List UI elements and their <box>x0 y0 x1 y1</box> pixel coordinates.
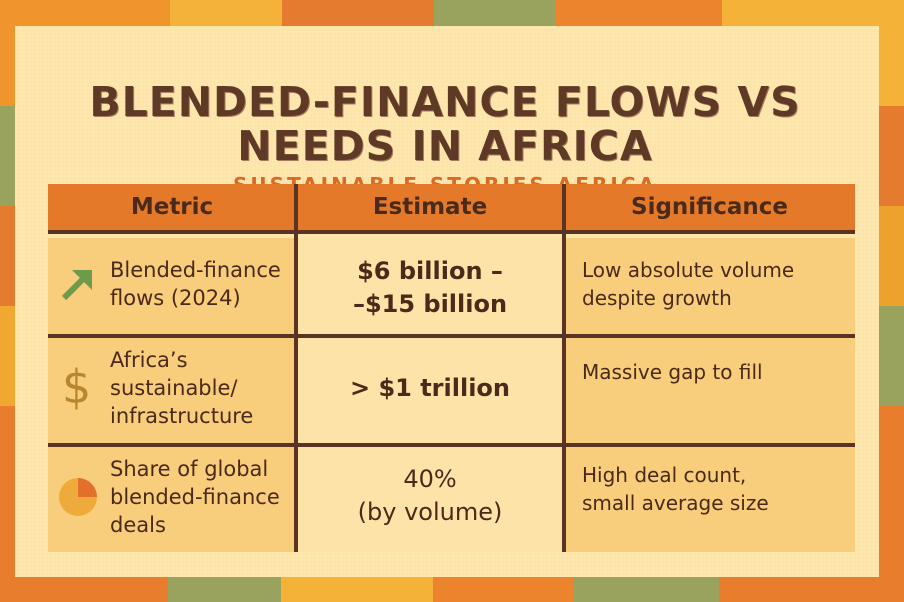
header-metric: Metric <box>48 184 296 234</box>
table-row-3-estimate: 40% (by volume) <box>296 447 564 552</box>
row-divider <box>48 443 855 447</box>
column-divider <box>294 184 298 552</box>
border-tile <box>433 577 573 602</box>
estimate-line: –$15 billion <box>352 290 508 318</box>
metric-line: flows (2024) <box>110 286 241 310</box>
trend-up-arrow-icon <box>61 270 92 301</box>
border-tile <box>0 26 15 106</box>
estimate-line: 40% <box>403 465 457 493</box>
metric-line: infrastructure <box>110 404 254 428</box>
metric-line: deals <box>110 513 166 537</box>
border-tile <box>0 306 15 406</box>
page-title-line-2: NEEDS IN AFRICA <box>237 122 653 170</box>
comparison-table: Metric Estimate Significance Blended-fin… <box>48 184 855 552</box>
border-tile <box>434 0 556 26</box>
border-tile <box>719 577 904 602</box>
estimate-line: > $1 trillion <box>349 374 510 402</box>
metric-line: blended-finance <box>110 485 280 509</box>
border-tile <box>573 577 719 602</box>
table-row-3-significance: High deal count, small average size <box>564 447 855 552</box>
dollar-sign-icon: $ <box>62 360 92 414</box>
header-estimate: Estimate <box>296 184 564 234</box>
border-tile <box>0 0 170 26</box>
table-row-1-estimate: $6 billion – –$15 billion <box>296 238 564 334</box>
border-tile <box>879 406 904 602</box>
border-tile <box>0 577 168 602</box>
border-tile <box>282 0 434 26</box>
pie-chart-icon <box>59 478 97 516</box>
table-row-2-significance: Massive gap to fill <box>564 338 855 443</box>
significance-line: despite growth <box>582 286 732 310</box>
border-tile <box>879 206 904 306</box>
metric-line: Africa’s <box>110 348 188 372</box>
significance-line: Massive gap to fill <box>582 360 763 384</box>
border-tile <box>722 0 904 26</box>
border-tile <box>0 206 15 306</box>
table-row-2-metric: $ Africa’s sustainable/ infrastructure <box>48 338 296 443</box>
border-tile <box>0 406 15 602</box>
row-divider <box>48 334 855 338</box>
table-row-1-significance: Low absolute volume despite growth <box>564 238 855 334</box>
border-tile <box>168 577 281 602</box>
border-tile <box>556 0 722 26</box>
border-tile <box>170 0 282 26</box>
page-title-line-1: BLENDED-FINANCE FLOWS VS <box>89 78 801 126</box>
significance-line: High deal count, <box>582 463 747 487</box>
estimate-line: $6 billion – <box>357 257 503 285</box>
column-divider <box>562 184 566 552</box>
table-row-3-metric: Share of global blended-finance deals <box>48 447 296 552</box>
table-row-1-metric: Blended-finance flows (2024) <box>48 238 296 334</box>
table-row-2-estimate: > $1 trillion <box>296 338 564 443</box>
metric-line: Share of global <box>110 457 269 481</box>
border-tile <box>879 306 904 406</box>
border-tile <box>879 106 904 206</box>
border-tile <box>281 577 433 602</box>
border-tile <box>879 26 904 106</box>
significance-line: Low absolute volume <box>582 258 795 282</box>
metric-line: Blended-finance <box>110 258 281 282</box>
significance-line: small average size <box>582 491 769 515</box>
header-significance: Significance <box>564 184 855 234</box>
metric-line: sustainable/ <box>110 376 238 400</box>
estimate-line: (by volume) <box>357 498 503 526</box>
border-tile <box>0 106 15 206</box>
